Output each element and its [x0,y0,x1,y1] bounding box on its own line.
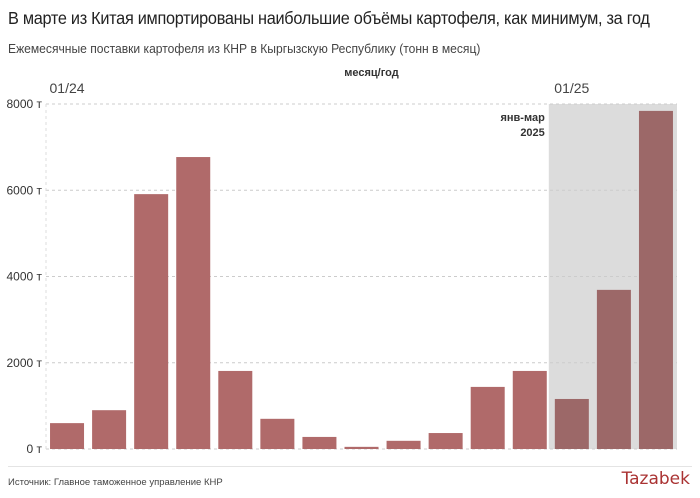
bar [260,418,295,449]
bar [638,110,673,450]
y-tick-label: 4000 т [6,270,42,284]
bar-chart: 0 т 2000 т 4000 т 6000 т 8000 т месяц/год 01/2… [6,67,677,456]
bar [428,433,463,449]
source-note: Источник: Главное таможенное управление … [8,477,223,488]
highlight-label-line1: янв-мар [500,112,545,124]
bar [512,370,547,449]
divider [8,466,692,467]
bar [302,436,337,449]
bar [134,194,169,449]
x-tick-label: 01/25 [554,80,589,96]
bar [596,289,631,449]
chart-subtitle: Ежемесячные поставки картофеля из КНР в … [8,41,481,56]
tazabek-logo: Tazabek [621,469,690,489]
bar [92,410,127,449]
x-tick-label: 01/24 [50,80,85,96]
bar [470,386,505,449]
bar [176,157,211,449]
bar [554,398,589,449]
bar [218,370,253,449]
y-tick-label: 2000 т [6,356,42,370]
bar [386,440,421,449]
y-tick-label: 0 т [26,442,42,456]
x-axis-title: месяц/год [344,67,398,79]
y-tick-label: 6000 т [6,183,42,197]
y-tick-label: 8000 т [6,97,42,111]
bar [50,423,85,449]
chart-title: В марте из Китая импортированы наибольши… [8,8,650,28]
bar [344,446,379,449]
highlight-label-line2: 2025 [520,127,544,139]
